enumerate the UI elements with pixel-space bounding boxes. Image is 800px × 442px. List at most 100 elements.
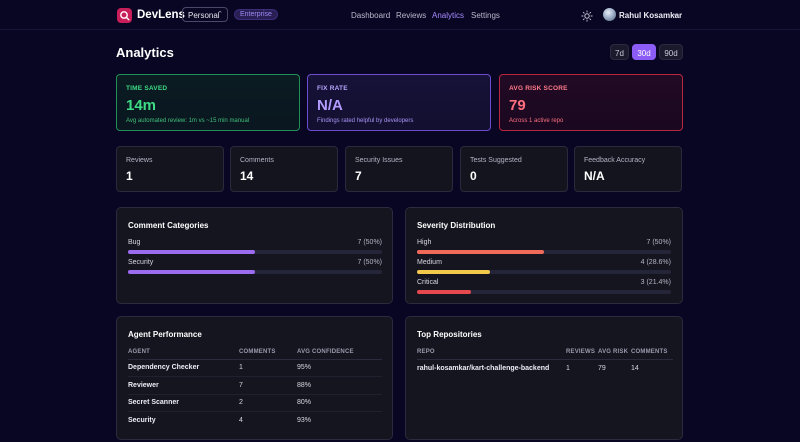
agent-comments: 4 xyxy=(239,417,243,424)
table-header-row: AGENT COMMENTS AVG CONFIDENCE xyxy=(128,345,382,360)
agent-comments: 7 xyxy=(239,376,297,395)
time-saved-value: 14m xyxy=(126,97,157,114)
stat-value: 14 xyxy=(240,169,254,183)
fix-rate-value: N/A xyxy=(317,97,343,114)
category-bar-fill xyxy=(128,250,255,254)
category-bar-track xyxy=(128,270,382,274)
category-bar-fill xyxy=(128,270,255,274)
severity-bar-fill xyxy=(417,270,490,274)
severity-bar-track xyxy=(417,290,671,294)
stat-label: Security Issues xyxy=(355,157,403,164)
severity-distribution-panel: Severity Distribution High 7 (50%) Mediu… xyxy=(405,207,683,304)
top-navigation: DevLens Personal ⌃ Enterprise Dashboard … xyxy=(0,0,800,30)
nav-analytics[interactable]: Analytics xyxy=(432,11,465,20)
avg-risk-score-value: 79 xyxy=(509,97,526,114)
stat-card-security-issues: Security Issues 7 xyxy=(345,146,453,192)
agent-performance-table: AGENT COMMENTS AVG CONFIDENCE Dependency… xyxy=(128,345,382,429)
stat-value: 0 xyxy=(470,169,477,183)
theme-toggle-sun-icon[interactable] xyxy=(581,9,593,22)
stat-card-reviews: Reviews 1 xyxy=(116,146,224,192)
stat-card-comments: Comments 14 xyxy=(230,146,338,192)
severity-bar-fill xyxy=(417,290,472,294)
table-row: Dependency Checker 1 95% xyxy=(128,359,382,377)
severity-name: Medium xyxy=(417,259,442,266)
table-row: Secret Scanner 2 80% xyxy=(128,394,382,412)
stat-label: Tests Suggested xyxy=(470,157,522,164)
severity-bar-track xyxy=(417,270,671,274)
top-repositories-table: REPO REVIEWS AVG RISK COMMENTS rahul-kos… xyxy=(417,345,673,377)
stat-value: 7 xyxy=(355,169,362,183)
fix-rate-card: FIX RATE N/A Findings rated helpful by d… xyxy=(307,74,491,131)
avg-risk-score-card: AVG RISK SCORE 79 Across 1 active repo xyxy=(499,74,683,131)
nav-settings[interactable]: Settings xyxy=(471,11,500,20)
nav-dashboard[interactable]: Dashboard xyxy=(351,11,391,20)
agent-name: Secret Scanner xyxy=(128,394,239,412)
agent-name: Reviewer xyxy=(128,376,239,395)
agent-confidence: 93% xyxy=(297,417,312,424)
time-saved-card: TIME SAVED 14m Avg automated review: 1m … xyxy=(116,74,300,131)
panel-title: Comment Categories xyxy=(128,221,209,230)
category-name: Bug xyxy=(128,239,141,246)
column-header: COMMENTS xyxy=(631,345,673,360)
stat-card-tests-suggested: Tests Suggested 0 xyxy=(460,146,568,192)
range-90d-button[interactable]: 90d xyxy=(659,44,683,60)
avg-risk-score-label: AVG RISK SCORE xyxy=(509,85,568,92)
chevron-down-icon[interactable]: ⌄ xyxy=(672,9,679,18)
range-7d-button[interactable]: 7d xyxy=(610,44,629,60)
app-name[interactable]: DevLens xyxy=(137,9,185,21)
agent-comments: 2 xyxy=(239,394,297,412)
column-header: COMMENTS xyxy=(239,345,297,360)
panel-title: Agent Performance xyxy=(128,330,202,339)
severity-count: 7 (50%) xyxy=(646,239,671,246)
top-repositories-panel: Top Repositories REPO REVIEWS AVG RISK C… xyxy=(405,316,683,440)
column-header: REPO xyxy=(417,345,566,360)
severity-count: 3 (21.4%) xyxy=(640,279,671,286)
comment-categories-panel: Comment Categories Bug 7 (50%) Security … xyxy=(116,207,393,304)
repo-name[interactable]: rahul-kosamkar/kart-challenge-backend xyxy=(417,364,550,372)
user-avatar[interactable] xyxy=(603,8,616,21)
stat-value: 1 xyxy=(126,169,133,183)
nav-reviews[interactable]: Reviews xyxy=(396,11,427,20)
column-header: REVIEWS xyxy=(566,345,598,360)
avg-risk-score-note: Across 1 active repo xyxy=(509,118,564,124)
severity-name: High xyxy=(417,239,432,246)
stat-label: Reviews xyxy=(126,157,153,164)
repo-reviews: 1 xyxy=(566,364,570,372)
time-saved-label: TIME SAVED xyxy=(126,85,168,92)
agent-performance-panel: Agent Performance AGENT COMMENTS AVG CON… xyxy=(116,316,393,440)
stat-value: N/A xyxy=(584,169,605,183)
category-count: 7 (50%) xyxy=(357,239,382,246)
category-name: Security xyxy=(128,259,154,266)
panel-title: Severity Distribution xyxy=(417,221,496,230)
stat-card-feedback-accuracy: Feedback Accuracy N/A xyxy=(574,146,682,192)
workspace-select-value: Personal xyxy=(188,11,220,20)
severity-bar-fill xyxy=(417,250,544,254)
devlens-logo-icon[interactable] xyxy=(117,8,132,23)
table-row: Security 4 93% xyxy=(128,412,382,430)
category-bar-track xyxy=(128,250,382,254)
range-30d-button[interactable]: 30d xyxy=(632,44,656,60)
agent-confidence: 95% xyxy=(297,359,382,377)
column-header: AGENT xyxy=(128,345,239,360)
severity-name: Critical xyxy=(417,279,439,286)
agent-name: Dependency Checker xyxy=(128,359,239,377)
severity-bar-track xyxy=(417,250,671,254)
agent-name: Security xyxy=(128,417,156,424)
table-row: Reviewer 7 88% xyxy=(128,376,382,395)
repo-comments: 14 xyxy=(631,364,639,372)
repo-avg-risk: 79 xyxy=(598,364,606,372)
workspace-select[interactable]: Personal ⌃ xyxy=(182,7,228,22)
stat-label: Comments xyxy=(240,157,274,164)
user-name[interactable]: Rahul Kosamkar xyxy=(619,11,683,20)
chevron-updown-icon: ⌃ xyxy=(217,11,223,18)
time-saved-note: Avg automated review: 1m vs ~15 min manu… xyxy=(126,118,250,124)
plan-badge: Enterprise xyxy=(234,9,278,20)
fix-rate-note: Findings rated helpful by developers xyxy=(317,118,414,124)
column-header: AVG CONFIDENCE xyxy=(297,345,382,360)
table-header-row: REPO REVIEWS AVG RISK COMMENTS xyxy=(417,345,673,360)
agent-confidence: 88% xyxy=(297,376,382,395)
panel-title: Top Repositories xyxy=(417,330,482,339)
fix-rate-label: FIX RATE xyxy=(317,85,348,92)
agent-confidence: 80% xyxy=(297,394,382,412)
table-row[interactable]: rahul-kosamkar/kart-challenge-backend 1 … xyxy=(417,359,673,377)
